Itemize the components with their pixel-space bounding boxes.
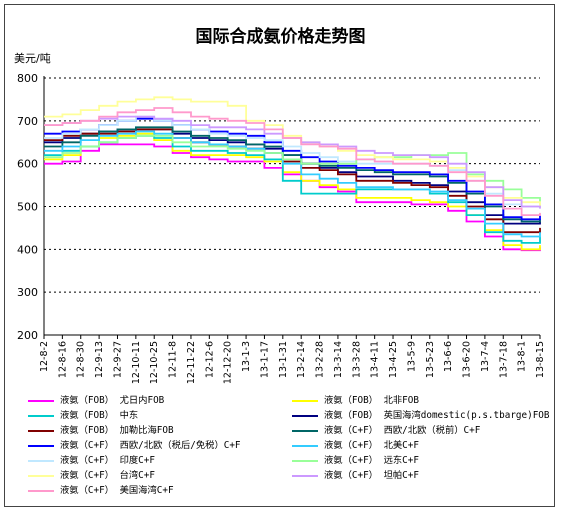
y-tick-label: 200: [17, 329, 38, 342]
legend-swatch: [28, 460, 54, 462]
legend-label: 液氨（FOB） 中东: [60, 410, 139, 421]
x-tick-label: 12-8-2: [39, 341, 50, 372]
x-tick-label: 13-6-20: [462, 341, 473, 378]
x-tick-label: 13-3-28: [351, 341, 362, 378]
x-tick-label: 13-5-23: [425, 341, 436, 378]
chart-title: 国际合成氨价格走势图: [195, 27, 366, 47]
x-tick-label: 13-8-15: [535, 341, 546, 378]
x-tick-label: 12-8-30: [76, 341, 87, 378]
legend-swatch: [28, 475, 54, 477]
x-tick-label: 12-12-6: [204, 341, 215, 378]
x-tick-label: 12-9-27: [112, 341, 123, 378]
legend-label: 液氨（C+F） 台湾C+F: [60, 470, 155, 481]
legend-label: 液氨（C+F） 北美C+F: [324, 440, 419, 451]
legend-label: 液氨（C+F） 西欧/北欧（税前）C+F: [324, 425, 481, 436]
legend-label: 液氨（FOB） 尤日内FOB: [60, 395, 165, 406]
y-tick-label: 300: [17, 286, 38, 299]
x-tick-label: 12-11-22: [186, 341, 197, 384]
legend-swatch: [28, 415, 54, 417]
x-tick-labels: 12-8-2 12-8-16 12-8-30 12-9-13 12-9-27 12-10-…: [39, 341, 546, 384]
x-tick-label: 13-8-1: [517, 341, 528, 372]
x-tick-label: 12-10-25: [149, 341, 160, 384]
legend-swatch: [292, 400, 318, 402]
legend-label: 液氨（C+F） 西欧/北欧（税后/免税）C+F: [60, 440, 241, 451]
series-line: [44, 130, 541, 238]
y-axis-unit-label: 美元/吨: [14, 52, 51, 65]
legend-swatch: [28, 490, 54, 492]
y-tick-label: 500: [17, 201, 38, 214]
x-tick-label: 13-1-17: [259, 341, 270, 378]
legend-swatch: [28, 445, 54, 447]
x-tick-label: 13-4-25: [388, 341, 399, 378]
x-tick-label: 13-1-3: [241, 341, 252, 372]
legend-label: 液氨（C+F） 美国海湾C+F: [60, 485, 174, 496]
x-tick-label: 13-2-14: [296, 341, 307, 378]
y-tick-label: 700: [17, 115, 38, 128]
chart-frame: [4, 4, 555, 507]
x-tick-label: 13-4-11: [370, 341, 381, 378]
legend: 液氨（FOB） 尤日内FOB 液氨（FOB） 北非FOB 液氨（FOB） 中东 液氨（…: [28, 394, 550, 502]
x-tick-label: 13-7-4: [480, 341, 491, 372]
axes: [43, 76, 541, 339]
legend-label: 液氨（FOB） 北非FOB: [324, 395, 419, 406]
x-tick-label: 13-5-9: [406, 341, 417, 372]
x-tick-label: 12-10-11: [131, 341, 142, 384]
legend-swatch: [292, 460, 318, 462]
x-tick-label: 13-7-18: [498, 341, 509, 378]
legend-label: 液氨（FOB） 英国海湾domestic(p.s.tbarge)FOB: [324, 410, 550, 421]
x-tick-label: 13-1-31: [278, 341, 289, 378]
legend-swatch: [292, 475, 318, 477]
x-tick-label: 12-8-16: [57, 341, 68, 378]
legend-swatch: [292, 415, 318, 417]
legend-swatch: [292, 430, 318, 432]
y-tick-label: 400: [17, 243, 38, 256]
y-tick-labels: 200 300 400 500 600 700 800: [17, 72, 38, 342]
x-tick-label: 12-9-13: [94, 341, 105, 378]
y-tick-label: 800: [17, 72, 38, 85]
x-tick-label: 12-11-8: [168, 341, 179, 378]
legend-label: 液氨（C+F） 坦帕C+F: [324, 470, 419, 481]
legend-swatch: [28, 400, 54, 402]
legend-swatch: [28, 430, 54, 432]
x-tick-label: 13-2-28: [315, 341, 326, 378]
series-lines: [44, 96, 541, 252]
x-tick-label: 13-3-14: [333, 341, 344, 378]
series-line: [44, 107, 541, 216]
legend-label: 液氨（C+F） 远东C+F: [324, 455, 419, 466]
y-tick-label: 600: [17, 158, 38, 171]
x-tick-label: 13-6-6: [443, 341, 454, 372]
x-tick-label: 12-12-20: [223, 341, 234, 384]
legend-swatch: [292, 445, 318, 447]
legend-label: 液氨（C+F） 印度C+F: [60, 455, 155, 466]
legend-label: 液氨（FOB） 加勒比海FOB: [60, 425, 174, 436]
